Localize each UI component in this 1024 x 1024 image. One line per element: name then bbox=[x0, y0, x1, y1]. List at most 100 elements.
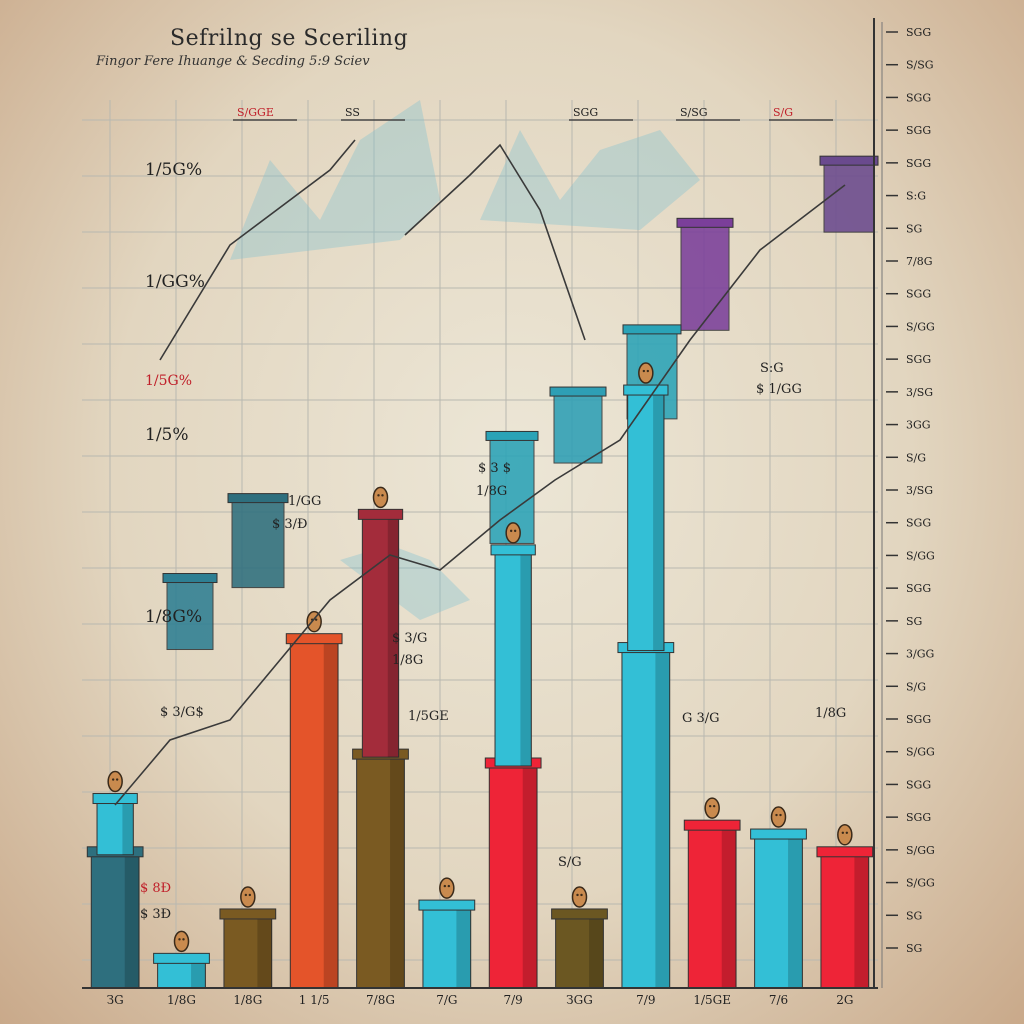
x-tick-label: 7/9 bbox=[636, 993, 655, 1007]
bar-cap bbox=[418, 899, 476, 911]
annotation-label: $ 1/GG bbox=[756, 382, 802, 397]
annotation-label: $ 3/G bbox=[392, 631, 427, 646]
bar-shade bbox=[122, 801, 134, 855]
mountain-shape bbox=[340, 545, 470, 620]
figurine-icon bbox=[505, 522, 521, 544]
bar-shade bbox=[721, 828, 737, 988]
x-tick-label: 1 1/5 bbox=[299, 993, 330, 1007]
right-axis-tick-label: S/GG bbox=[906, 320, 935, 333]
figurine-icon bbox=[837, 824, 853, 846]
bar bbox=[289, 641, 339, 989]
left-axis-label: 1/5G% bbox=[145, 373, 192, 389]
figurine-icon bbox=[770, 806, 787, 828]
figurine-icon bbox=[372, 486, 389, 509]
bars bbox=[86, 362, 874, 989]
trend-line bbox=[404, 143, 586, 341]
right-axis-tick-label: 3GG bbox=[906, 419, 931, 432]
figurine-icon bbox=[107, 770, 123, 793]
top-label: S/GGE bbox=[237, 106, 274, 119]
right-axis-tick-label: 3/SG bbox=[906, 386, 933, 399]
bar bbox=[621, 650, 671, 989]
bar-shade bbox=[390, 757, 405, 988]
figurine-icon bbox=[439, 877, 455, 899]
axes: SGG S/SG SGG SGG SGG S:G SG 7/8G SGG S/GG SGG 3/SG 3… bbox=[82, 18, 935, 989]
right-axis-tick-label: S/G bbox=[906, 680, 926, 693]
right-axis-tick-label: SGG bbox=[906, 124, 931, 137]
right-axis-tick-label: S:G bbox=[906, 190, 926, 203]
right-axis-tick-label: S/GG bbox=[906, 877, 935, 890]
right-axis-tick-label: 3/SG bbox=[906, 484, 933, 497]
upper-bar-cap bbox=[162, 573, 218, 584]
annotation-label: $ 3/G$ bbox=[160, 705, 204, 720]
chart-title: Sefrilng se Sceriling bbox=[170, 26, 409, 51]
x-tick-label: 1/8G bbox=[167, 993, 196, 1007]
left-axis-label: 1/GG% bbox=[145, 272, 205, 292]
bar-shade bbox=[124, 854, 140, 988]
right-axis-tick-label: SGG bbox=[906, 157, 931, 170]
right-axis-tick-label: SG bbox=[906, 222, 922, 235]
bar bbox=[494, 552, 532, 767]
annotation-label: 1/8G bbox=[815, 706, 846, 721]
left-axis-label: 1/5% bbox=[145, 425, 189, 445]
bar-shade bbox=[522, 766, 538, 988]
bar-shade bbox=[653, 393, 664, 651]
annotation-label: $ 8Ð bbox=[140, 881, 171, 896]
right-axis-tick-label: S/GG bbox=[906, 844, 935, 857]
bar-shade bbox=[191, 961, 206, 988]
bar-cap bbox=[816, 846, 874, 858]
upper-bar bbox=[231, 499, 285, 589]
right-axis-tick-label: SG bbox=[906, 942, 922, 955]
mountain-shape bbox=[480, 130, 700, 230]
annotation-label: $ 3 $ bbox=[478, 461, 511, 476]
left-axis-label: 1/5G% bbox=[145, 160, 202, 180]
upper-bar-cap bbox=[622, 324, 682, 335]
mountain-shape bbox=[230, 100, 440, 260]
bar-shade bbox=[456, 908, 471, 988]
top-label: SS bbox=[345, 106, 360, 119]
figurine-icon bbox=[638, 362, 654, 384]
right-axis-tick-label: SGG bbox=[906, 811, 931, 824]
top-label: S/G bbox=[773, 106, 793, 119]
bar-shade bbox=[589, 916, 604, 988]
trend-line bbox=[159, 139, 356, 361]
bar-cap bbox=[92, 793, 138, 805]
bar-cap bbox=[551, 908, 608, 920]
top-label: S/SG bbox=[680, 106, 708, 119]
x-tick-label: ЗG bbox=[107, 993, 124, 1007]
figurine-icon bbox=[306, 610, 322, 633]
upper-bar bbox=[166, 579, 214, 651]
bar-cap bbox=[357, 508, 404, 520]
annotation-label: G 3/G bbox=[682, 711, 720, 726]
bar bbox=[361, 516, 400, 758]
right-axis-tick-label: SGG bbox=[906, 26, 931, 39]
figurine-icon bbox=[571, 886, 588, 908]
bar bbox=[820, 854, 870, 989]
upper-bar-cap bbox=[676, 217, 734, 228]
figurine-icon bbox=[704, 797, 720, 819]
upper-bar-cap bbox=[227, 493, 289, 504]
bar bbox=[90, 854, 140, 989]
right-axis-tick-label: SGG bbox=[906, 353, 931, 366]
x-tick-label: ЗGG bbox=[566, 993, 593, 1007]
x-tick-label: 7/9 bbox=[504, 993, 523, 1007]
bar bbox=[157, 960, 206, 989]
upper-bar bbox=[553, 392, 603, 464]
bar-cap bbox=[623, 384, 669, 396]
x-tick-label: 2G bbox=[836, 993, 853, 1007]
bar-shade bbox=[788, 837, 803, 988]
bar bbox=[356, 756, 405, 989]
bar bbox=[96, 801, 134, 856]
x-tick-label: 1/8G bbox=[233, 993, 262, 1007]
right-axis-tick-label: SGG bbox=[906, 582, 931, 595]
upper-bar-cap bbox=[549, 386, 607, 397]
trend-lines bbox=[114, 139, 846, 806]
annotation-label: 1/5GE bbox=[408, 709, 449, 724]
bar-shade bbox=[520, 552, 532, 766]
upper-bars bbox=[162, 155, 879, 651]
annotation-label: 1/GG bbox=[288, 494, 321, 509]
trend-line bbox=[114, 184, 846, 806]
right-axis-tick-label: S/GG bbox=[906, 549, 935, 562]
figurine-icon bbox=[240, 886, 256, 908]
bar-cap bbox=[219, 908, 277, 920]
